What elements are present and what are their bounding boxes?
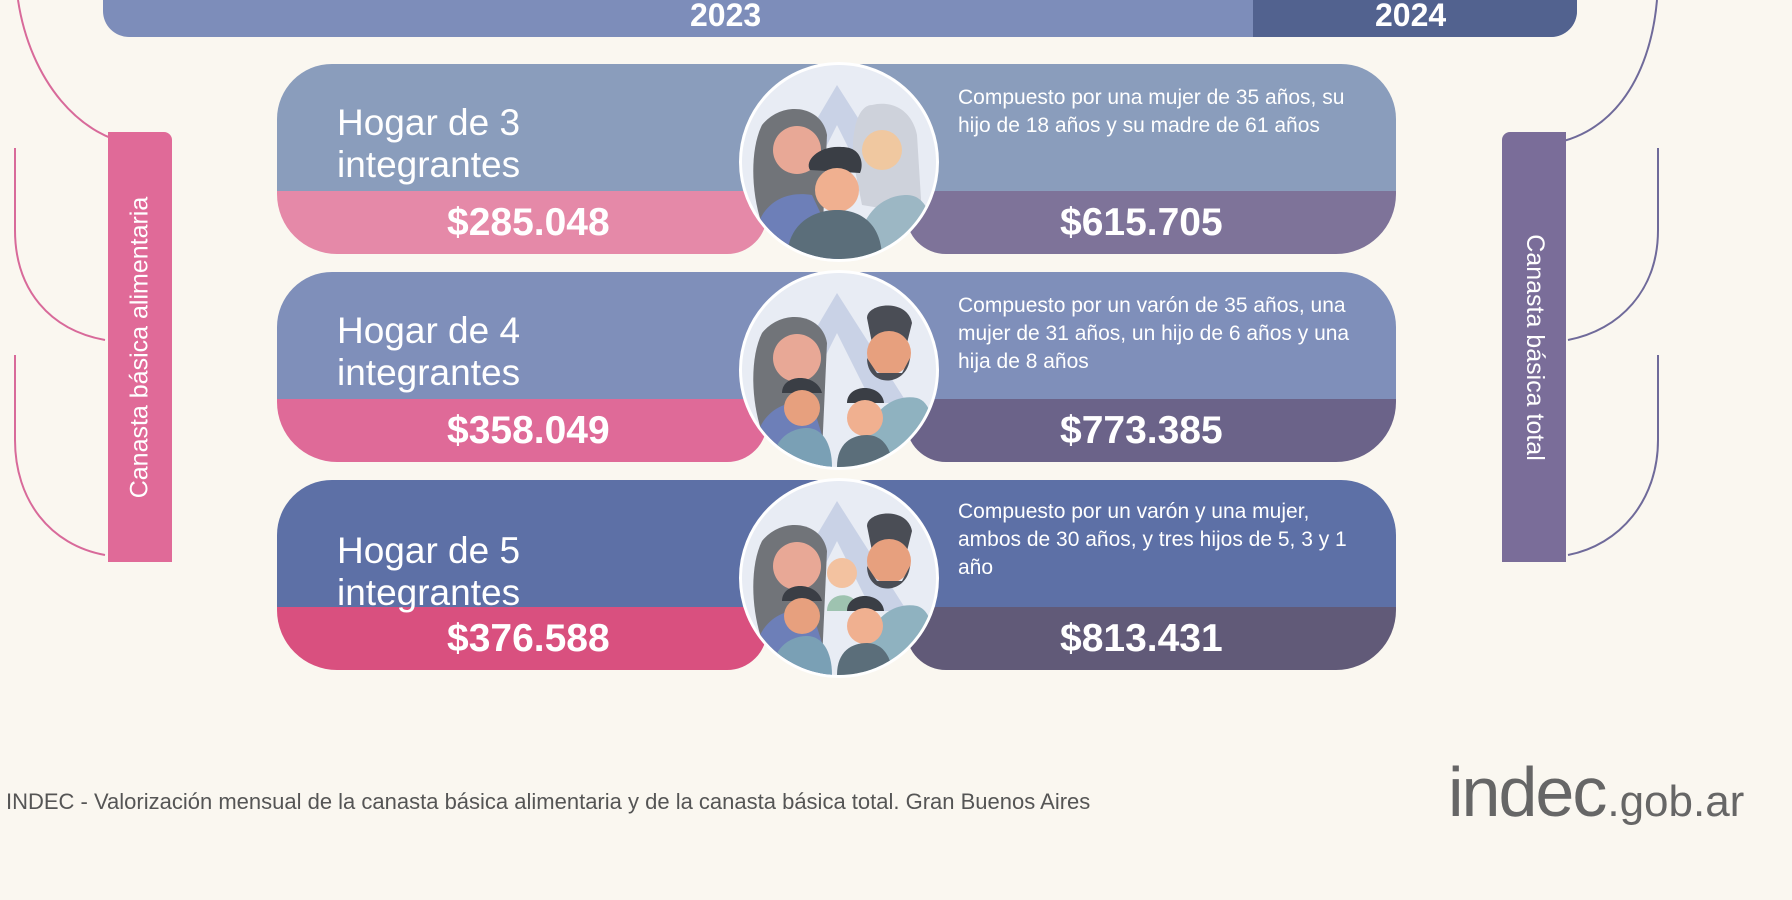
logo-main: indec (1448, 753, 1607, 831)
cbt-price-panel (906, 191, 1396, 254)
source-footer: INDEC - Valorización mensual de la canas… (6, 789, 1091, 814)
household-card-4: Hogar de 4 integrantes Compuesto por un … (277, 270, 1396, 470)
family-illustration (739, 62, 939, 262)
year-2023-label: 2023 (690, 0, 762, 33)
right-arc-1 (1567, 148, 1659, 341)
household-card-3: Hogar de 3 integrantes Compuesto por una… (277, 62, 1396, 262)
cbt-price: $615.705 (1060, 201, 1223, 244)
year-header-bar: 2023 2024 (103, 0, 1577, 37)
family-illustration (739, 270, 939, 470)
cbt-price: $813.431 (1060, 617, 1223, 660)
cba-price-panel (277, 607, 767, 670)
year-2024-segment (1253, 0, 1577, 37)
card-description: Compuesto por un varón de 35 años, una m… (958, 294, 1350, 373)
cba-price-panel (277, 399, 767, 462)
cba-price: $358.049 (447, 409, 610, 452)
cbt-sidebar: Canasta básica total (1502, 132, 1566, 562)
right-arc-2 (1567, 355, 1659, 556)
cba-price: $376.588 (447, 617, 610, 660)
indec-logo[interactable]: indec .gob.ar (1448, 753, 1745, 831)
cba-price: $285.048 (447, 201, 610, 244)
left-arc-2 (14, 355, 106, 556)
cba-price-panel (277, 191, 767, 254)
card-title: Hogar de 4 integrantes (337, 310, 521, 393)
household-card-5: Hogar de 5 integrantes Compuesto por un … (277, 478, 1396, 678)
cba-sidebar: Canasta básica alimentaria (108, 132, 172, 562)
cbt-price: $773.385 (1060, 409, 1223, 452)
cbt-price-panel (906, 607, 1396, 670)
family-illustration (739, 478, 939, 678)
card-description: Compuesto por una mujer de 35 años, su h… (958, 86, 1345, 137)
card-title: Hogar de 5 integrantes (337, 530, 521, 613)
left-arc-1 (14, 148, 106, 341)
cba-sidebar-label: Canasta básica alimentaria (125, 196, 154, 498)
logo-suffix: .gob.ar (1607, 777, 1745, 826)
card-description: Compuesto por un varón y una mujer, ambo… (958, 500, 1347, 579)
card-title: Hogar de 3 integrantes (337, 102, 521, 185)
cbt-sidebar-label: Canasta básica total (1520, 233, 1549, 461)
year-2024-label: 2024 (1375, 0, 1447, 33)
cbt-price-panel (906, 399, 1396, 462)
